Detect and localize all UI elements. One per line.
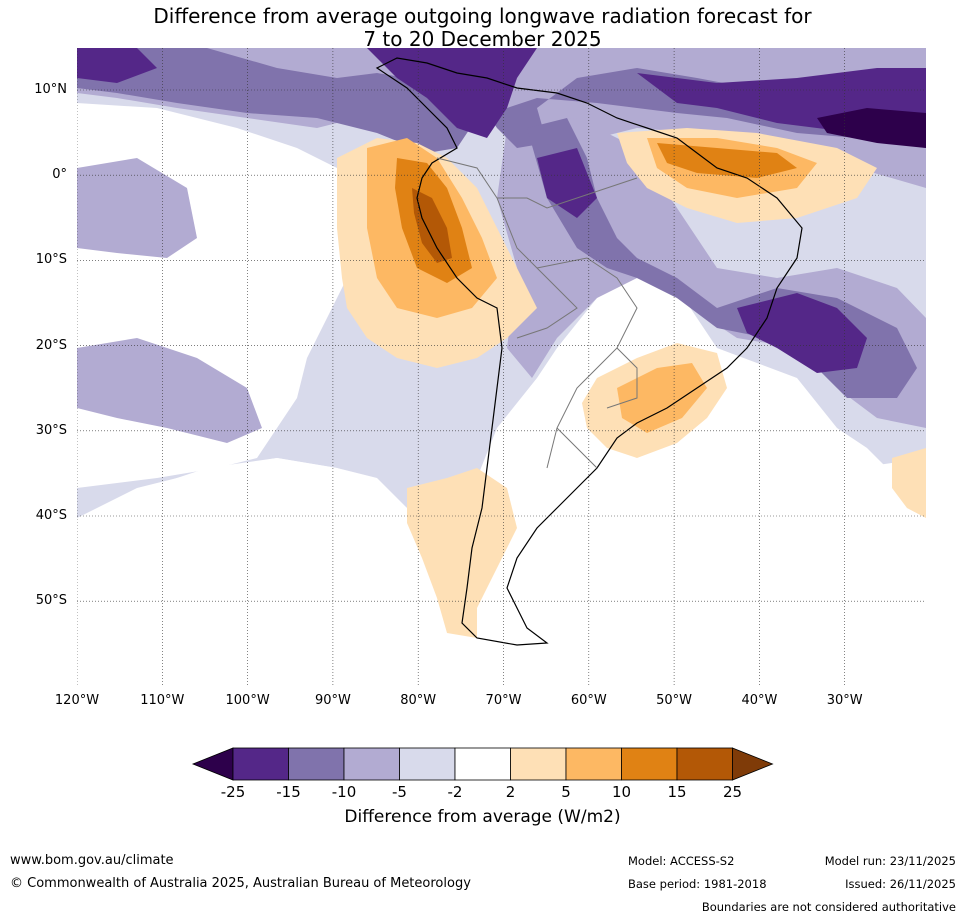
region-white-south xyxy=(77,458,926,685)
band-neg15-north xyxy=(77,48,926,138)
band-pos15-peru xyxy=(412,188,452,263)
colorbar-tick-label: -10 xyxy=(331,783,357,801)
colorbar-segment xyxy=(232,747,289,781)
colorbar-label: Difference from average (W/m2) xyxy=(344,807,621,827)
base-period-text: Base period: 1981-2018 xyxy=(628,877,767,891)
anomaly-map xyxy=(77,48,926,685)
colorbar xyxy=(191,747,774,781)
latitude-label: 30°S xyxy=(35,422,67,438)
latitude-label: 10°S xyxy=(35,252,67,268)
graticule xyxy=(77,48,926,685)
longitude-label: 100°W xyxy=(225,693,270,708)
colorbar-segment xyxy=(399,747,456,781)
colorbar-extend-low xyxy=(191,747,234,781)
colorbar-tick-label: 10 xyxy=(611,783,632,801)
disclaimer-text: Boundaries are not considered authoritat… xyxy=(701,900,956,914)
band-pos5-uruguay xyxy=(617,363,707,433)
longitude-label: 70°W xyxy=(485,693,522,708)
latitude-label: 20°S xyxy=(35,337,67,353)
model-text: Model: ACCESS-S2 xyxy=(628,854,735,868)
band-pos2-patagonia xyxy=(407,468,517,638)
band-neg10-north xyxy=(77,48,926,153)
longitude-label: 120°W xyxy=(54,693,100,708)
colorbar-tick-label: 25 xyxy=(722,783,743,801)
colorbar-segment xyxy=(676,747,733,781)
colorbar-segment xyxy=(565,747,622,781)
colorbar-segment xyxy=(288,747,345,781)
longitude-label: 30°W xyxy=(826,693,863,708)
latitude-label: 0° xyxy=(52,167,67,183)
colorbar-tick-label: -25 xyxy=(220,783,246,801)
longitude-label: 90°W xyxy=(314,693,351,708)
colorbar-segment xyxy=(343,747,400,781)
colorbar-segment xyxy=(454,747,511,781)
longitude-label: 80°W xyxy=(400,693,437,708)
band-neg25-atlantic xyxy=(817,108,926,148)
band-neg5-pacific xyxy=(77,158,197,258)
latitude-label: 10°N xyxy=(34,82,67,97)
longitude-label: 110°W xyxy=(140,693,185,708)
band-neg15-brazil xyxy=(737,293,867,373)
band-neg5-southpac xyxy=(77,338,262,443)
latitude-label: 40°S xyxy=(35,508,67,523)
longitude-label: 60°W xyxy=(570,693,607,708)
colorbar-tick-label: -15 xyxy=(276,783,301,801)
colorbar-segment xyxy=(510,747,567,781)
colorbar-extend-high xyxy=(732,747,774,781)
issued-text: Issued: 26/11/2025 xyxy=(845,877,956,891)
longitude-label: 40°W xyxy=(741,693,778,708)
colorbar-tick-label: -5 xyxy=(392,783,407,801)
chart-title-line1: Difference from average outgoing longwav… xyxy=(153,4,812,28)
band-pos10-eatlantic xyxy=(657,143,797,178)
colorbar-tick-label: 15 xyxy=(667,783,687,801)
band-neg15-amazon xyxy=(537,148,597,218)
band-pos2-far-east xyxy=(892,448,926,518)
website-link[interactable]: www.bom.gov.au/climate xyxy=(10,853,174,868)
coastline-south-america xyxy=(375,57,803,646)
copyright-text: © Commonwealth of Australia 2025, Austra… xyxy=(10,876,471,891)
longitude-label: 50°W xyxy=(656,693,693,708)
colorbar-tick-label: 5 xyxy=(561,783,571,801)
borders-countries xyxy=(436,157,638,469)
model-run-text: Model run: 23/11/2025 xyxy=(824,854,956,868)
latitude-label: 50°S xyxy=(35,593,67,609)
colorbar-segment xyxy=(621,747,678,781)
chart-title-line2: 7 to 20 December 2025 xyxy=(363,27,602,51)
colorbar-tick-label: -2 xyxy=(447,783,463,801)
colorbar-tick-label: 2 xyxy=(505,783,516,801)
